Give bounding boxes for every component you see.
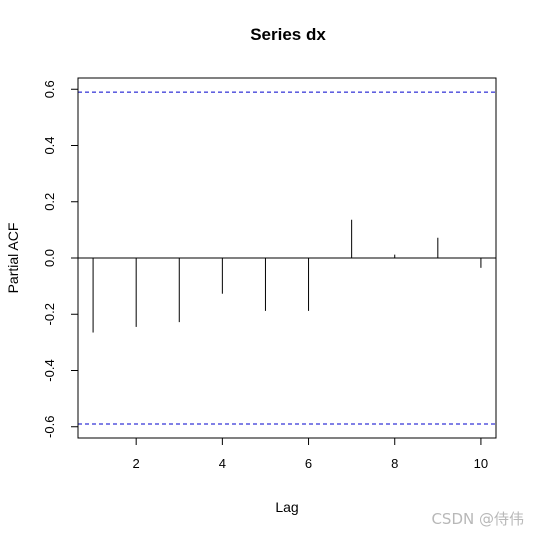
y-tick-label-6: 0.6 xyxy=(42,80,57,98)
x-tick-label-8: 8 xyxy=(391,456,398,471)
x-tick-label-2: 2 xyxy=(133,456,140,471)
y-tick-label-5: 0.4 xyxy=(42,136,57,154)
y-axis-label: Partial ACF xyxy=(5,223,21,294)
y-tick-label-2: -0.2 xyxy=(42,303,57,325)
y-tick-label-0: -0.6 xyxy=(42,416,57,438)
y-tick-label-4: 0.2 xyxy=(42,193,57,211)
x-tick-label-10: 10 xyxy=(474,456,488,471)
y-axis: -0.6 -0.4 -0.2 0.0 0.2 0.4 0.6 xyxy=(42,80,79,438)
y-tick-label-1: -0.4 xyxy=(42,359,57,381)
x-tick-label-6: 6 xyxy=(305,456,312,471)
x-tick-label-4: 4 xyxy=(219,456,226,471)
watermark: CSDN @侍伟 xyxy=(431,510,524,528)
y-tick-label-3: 0.0 xyxy=(42,249,57,267)
plot-marks xyxy=(78,91,496,425)
x-axis-label: Lag xyxy=(275,499,298,515)
chart-title: Series dx xyxy=(250,25,326,44)
x-axis: 2 4 6 8 10 xyxy=(133,437,488,471)
